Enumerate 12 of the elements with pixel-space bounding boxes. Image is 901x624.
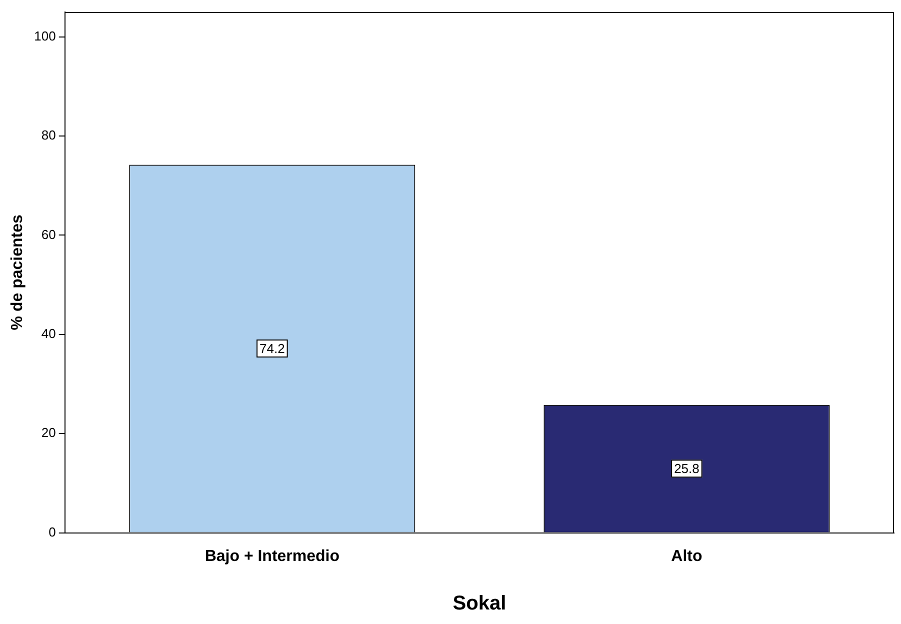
y-tick-label: 40 [41,326,56,341]
data-label: 25.8 [674,461,700,476]
y-axis-title: % de pacientes [9,214,26,330]
data-label: 74.2 [260,341,285,356]
x-tick-label: Alto [671,548,702,565]
y-tick-label: 80 [41,128,56,143]
x-tick-label: Bajo + Intermedio [204,548,340,565]
y-tick-label: 20 [41,425,56,440]
y-tick-label: 100 [34,28,56,44]
y-tick-label: 60 [41,226,56,242]
x-axis-title: Sokal [452,592,506,615]
y-tick-label: 0 [48,524,56,540]
